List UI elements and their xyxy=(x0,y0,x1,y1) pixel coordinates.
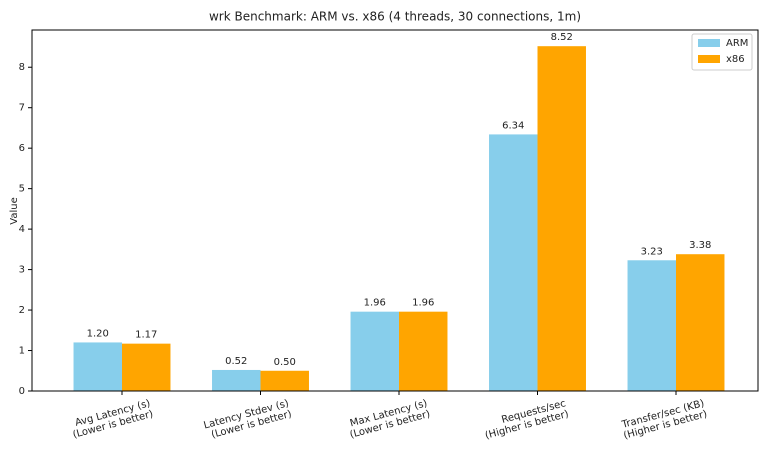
value-label: 3.23 xyxy=(641,246,663,257)
bar xyxy=(676,254,725,391)
x-tick-label: Requests/sec(Higher is better) xyxy=(481,398,570,442)
value-label: 0.50 xyxy=(274,357,296,368)
y-tick-label: 0 xyxy=(19,386,25,397)
legend: ARM x86 xyxy=(691,33,753,71)
value-label: 1.17 xyxy=(135,330,157,341)
value-label: 3.38 xyxy=(689,240,711,251)
y-tick-label: 5 xyxy=(19,184,25,195)
y-tick-label: 2 xyxy=(19,305,25,316)
chart-title: wrk Benchmark: ARM vs. x86 (4 threads, 3… xyxy=(209,10,581,24)
bar xyxy=(122,343,171,391)
legend-label: x86 xyxy=(726,54,745,65)
bar xyxy=(489,134,538,391)
x-tick-label: Max Latency (s)(Lower is better) xyxy=(346,398,432,441)
legend-swatch xyxy=(698,55,720,63)
value-label: 0.52 xyxy=(225,356,247,367)
legend-label: ARM xyxy=(726,38,748,49)
bar xyxy=(350,311,399,391)
legend-swatch xyxy=(698,39,720,47)
bar xyxy=(537,46,586,391)
value-label: 8.52 xyxy=(551,32,573,43)
x-tick-label: Transfer/sec (KB)(Higher is better) xyxy=(620,398,709,442)
bar xyxy=(73,342,122,391)
y-tick-label: 3 xyxy=(19,265,25,276)
x-tick-label: Avg Latency (s)(Lower is better) xyxy=(69,398,155,441)
bar xyxy=(212,369,261,391)
y-axis-label: Value xyxy=(9,197,20,224)
value-label: 6.34 xyxy=(502,120,524,131)
y-tick-label: 6 xyxy=(19,143,25,154)
x-tick-label: Latency Stdev (s)(Lower is better) xyxy=(203,398,293,442)
value-label: 1.96 xyxy=(364,298,386,309)
value-label: 1.96 xyxy=(412,298,434,309)
y-tick-label: 7 xyxy=(19,103,25,114)
value-label: 1.20 xyxy=(87,328,109,339)
y-tick-label: 4 xyxy=(19,224,25,235)
bar xyxy=(627,260,676,391)
y-tick-label: 8 xyxy=(19,62,25,73)
bar xyxy=(260,370,309,391)
y-tick-label: 1 xyxy=(19,346,25,357)
bar xyxy=(399,311,448,391)
plot-frame xyxy=(31,29,759,392)
